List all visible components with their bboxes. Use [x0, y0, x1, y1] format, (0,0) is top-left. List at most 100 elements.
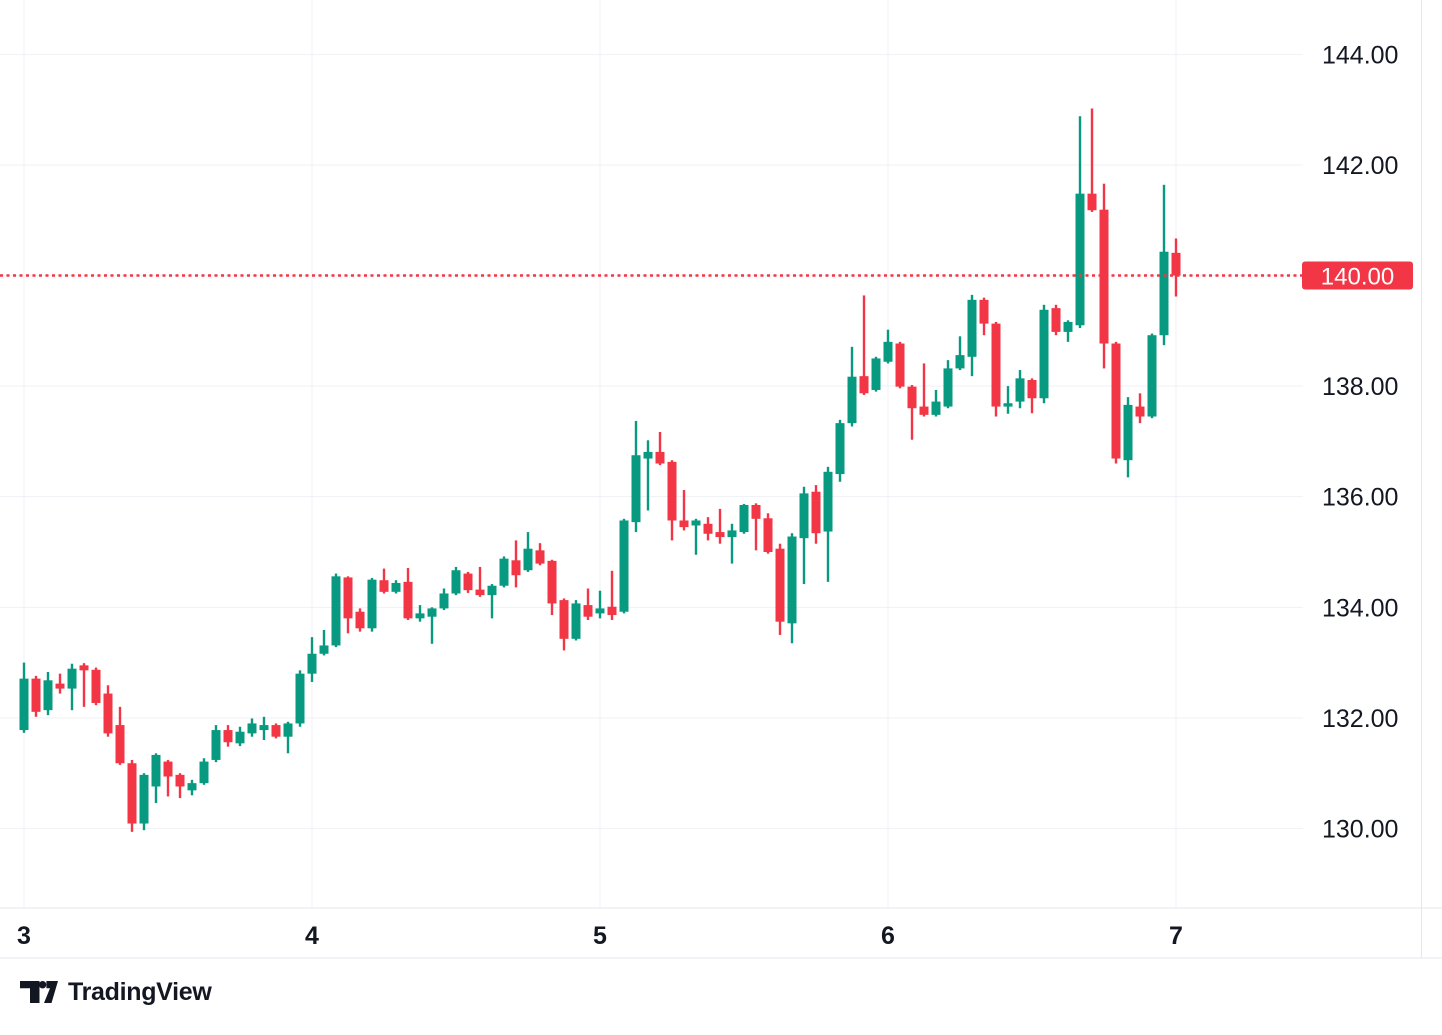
- candle[interactable]: [1123, 397, 1133, 478]
- candle[interactable]: [1015, 370, 1025, 409]
- candle[interactable]: [1147, 333, 1157, 419]
- candle[interactable]: [1003, 386, 1013, 414]
- candle[interactable]: [427, 607, 437, 644]
- candle[interactable]: [955, 336, 965, 371]
- candle[interactable]: [1087, 108, 1097, 212]
- candle[interactable]: [235, 726, 245, 747]
- candle[interactable]: [19, 662, 29, 733]
- candle[interactable]: [79, 663, 89, 707]
- candle[interactable]: [535, 543, 545, 566]
- candle[interactable]: [835, 419, 845, 482]
- candle[interactable]: [1135, 393, 1145, 424]
- candle[interactable]: [55, 673, 65, 694]
- candle[interactable]: [187, 779, 197, 796]
- candle[interactable]: [499, 556, 509, 588]
- candle[interactable]: [847, 346, 857, 427]
- candle[interactable]: [595, 590, 605, 619]
- candle[interactable]: [1171, 238, 1181, 297]
- time-axis[interactable]: 3 4 5 6 7: [17, 922, 1183, 950]
- price-axis[interactable]: 130.00 132.00 134.00 136.00 138.00 140.00 142.…: [1302, 41, 1413, 844]
- candle[interactable]: [703, 517, 713, 541]
- candle[interactable]: [211, 725, 221, 763]
- candle[interactable]: [43, 672, 53, 716]
- candle[interactable]: [439, 588, 449, 611]
- candle[interactable]: [931, 389, 941, 417]
- candle[interactable]: [619, 518, 629, 614]
- candle[interactable]: [343, 576, 353, 634]
- candle[interactable]: [355, 608, 365, 632]
- candle[interactable]: [559, 598, 569, 651]
- candle[interactable]: [139, 773, 149, 831]
- candle[interactable]: [1099, 183, 1109, 369]
- candle[interactable]: [319, 629, 329, 656]
- candle[interactable]: [1027, 378, 1037, 414]
- tradingview-logo[interactable]: TradingView: [20, 978, 212, 1006]
- candle[interactable]: [103, 685, 113, 737]
- candle[interactable]: [31, 675, 41, 717]
- candle[interactable]: [307, 637, 317, 682]
- candle[interactable]: [271, 723, 281, 739]
- candle[interactable]: [751, 503, 761, 551]
- candle[interactable]: [1051, 304, 1061, 336]
- candle[interactable]: [691, 518, 701, 555]
- candle[interactable]: [799, 486, 809, 585]
- candle[interactable]: [1075, 116, 1085, 329]
- candle[interactable]: [991, 321, 1001, 417]
- candle[interactable]: [943, 360, 953, 409]
- candle[interactable]: [919, 363, 929, 417]
- candle[interactable]: [787, 533, 797, 644]
- candle[interactable]: [451, 566, 461, 596]
- candle[interactable]: [895, 341, 905, 389]
- candle[interactable]: [67, 663, 77, 711]
- candle[interactable]: [583, 588, 593, 621]
- candle[interactable]: [871, 356, 881, 392]
- candle[interactable]: [247, 718, 257, 737]
- candle[interactable]: [763, 513, 773, 554]
- candle[interactable]: [115, 706, 125, 765]
- candle[interactable]: [475, 566, 485, 597]
- candle[interactable]: [643, 440, 653, 511]
- candle[interactable]: [967, 294, 977, 377]
- candle[interactable]: [859, 295, 869, 395]
- candle[interactable]: [283, 721, 293, 754]
- candle[interactable]: [715, 508, 725, 544]
- candle[interactable]: [655, 431, 665, 466]
- candle[interactable]: [571, 600, 581, 641]
- candle[interactable]: [667, 460, 677, 541]
- candle[interactable]: [523, 532, 533, 572]
- candle[interactable]: [1159, 184, 1169, 346]
- candle[interactable]: [1039, 304, 1049, 404]
- candle[interactable]: [1111, 341, 1121, 464]
- candle[interactable]: [883, 329, 893, 364]
- candle[interactable]: [907, 384, 917, 440]
- candle[interactable]: [811, 485, 821, 544]
- candle[interactable]: [415, 605, 425, 622]
- candle[interactable]: [151, 753, 161, 804]
- candle[interactable]: [127, 759, 137, 832]
- candle[interactable]: [607, 570, 617, 621]
- candle[interactable]: [367, 577, 377, 632]
- candle[interactable]: [463, 571, 473, 593]
- candle[interactable]: [91, 667, 101, 706]
- candle[interactable]: [679, 490, 689, 531]
- candle[interactable]: [331, 573, 341, 648]
- candle[interactable]: [259, 716, 269, 741]
- candle[interactable]: [487, 584, 497, 619]
- candle[interactable]: [403, 568, 413, 621]
- candle[interactable]: [739, 503, 749, 534]
- candle[interactable]: [1063, 320, 1073, 342]
- candle[interactable]: [823, 466, 833, 582]
- candle[interactable]: [631, 420, 641, 533]
- candle[interactable]: [391, 580, 401, 594]
- candle[interactable]: [775, 543, 785, 635]
- candle[interactable]: [511, 540, 521, 588]
- candle[interactable]: [175, 773, 185, 799]
- candle[interactable]: [979, 297, 989, 336]
- candle[interactable]: [379, 568, 389, 594]
- candle[interactable]: [547, 559, 557, 616]
- candle[interactable]: [295, 670, 305, 727]
- candle[interactable]: [223, 725, 233, 747]
- candle[interactable]: [163, 759, 173, 797]
- candle[interactable]: [199, 758, 209, 785]
